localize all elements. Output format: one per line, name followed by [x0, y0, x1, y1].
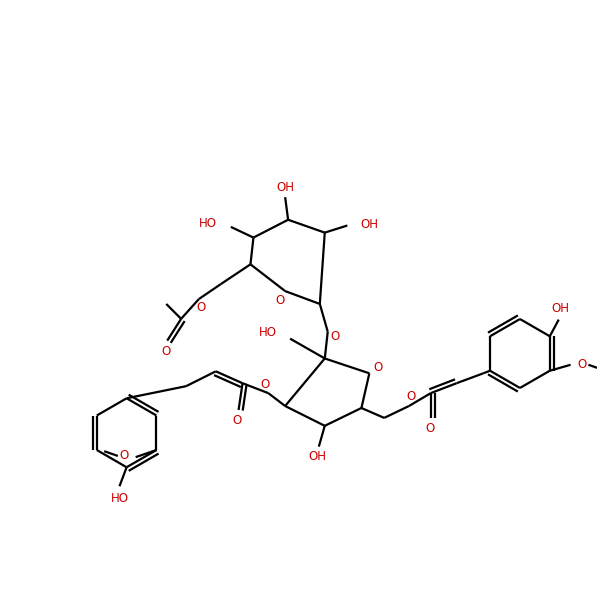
Text: HO: HO	[259, 326, 277, 339]
Text: OH: OH	[361, 218, 379, 231]
Text: O: O	[260, 379, 270, 391]
Text: O: O	[373, 361, 382, 374]
Text: OH: OH	[308, 450, 326, 463]
Text: HO: HO	[110, 491, 128, 505]
Text: O: O	[330, 330, 340, 343]
Text: O: O	[425, 422, 434, 435]
Text: O: O	[407, 390, 416, 403]
Text: O: O	[276, 293, 285, 307]
Text: O: O	[119, 449, 128, 463]
Text: O: O	[233, 414, 242, 427]
Text: O: O	[161, 345, 170, 358]
Text: O: O	[197, 301, 206, 314]
Text: O: O	[578, 358, 587, 371]
Text: HO: HO	[199, 217, 217, 230]
Text: OH: OH	[276, 181, 294, 194]
Text: OH: OH	[551, 302, 569, 316]
